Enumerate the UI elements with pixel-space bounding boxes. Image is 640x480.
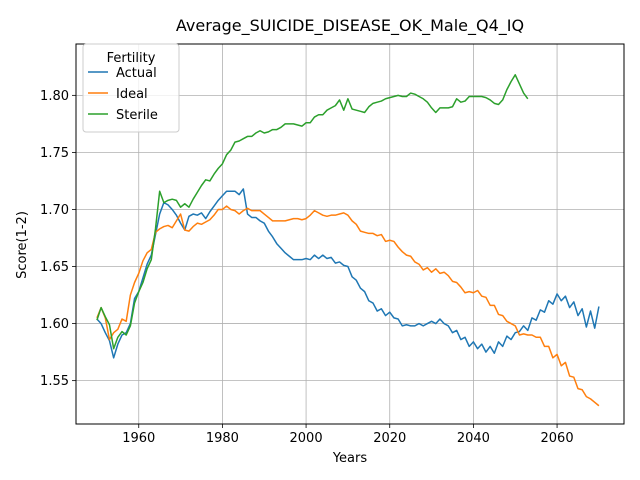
x-axis-title: Years [332,451,368,466]
grid [76,44,624,424]
legend-label-actual: Actual [116,66,157,81]
plot-area-frame [75,43,625,425]
y-tick-label: 1.80 [40,89,69,104]
chart-title: Average_SUICIDE_DISEASE_OK_Male_Q4_IQ [176,16,524,36]
y-tick-label: 1.65 [40,260,69,275]
x-tick-label: 1980 [206,431,239,446]
y-tick-label: 1.60 [40,317,69,332]
x-tick-label: 2060 [541,431,574,446]
x-tick-label: 1960 [122,431,155,446]
series-lines [96,74,600,407]
series-line-sterile [96,74,529,350]
legend-label-sterile: Sterile [116,108,158,123]
y-tick-label: 1.55 [40,374,69,389]
x-tick-label: 2020 [373,431,406,446]
series-line-actual [96,188,600,359]
y-axis-title: Score(1-2) [15,211,30,279]
legend: Fertility Actual Ideal Sterile [82,43,180,133]
legend-label-ideal: Ideal [116,87,148,102]
series-line-ideal [96,205,600,407]
legend-entries: Actual Ideal Sterile [88,66,158,123]
y-tick-label: 1.75 [40,146,69,161]
x-tick-label: 2000 [290,431,323,446]
legend-box [82,43,180,133]
x-axis: 1960 1980 2000 2020 2040 2060 [122,424,574,446]
legend-title: Fertility [107,51,156,66]
x-tick-label: 2040 [457,431,490,446]
y-tick-label: 1.70 [40,203,69,218]
y-axis: 1.55 1.60 1.65 1.70 1.75 1.80 [40,89,76,389]
